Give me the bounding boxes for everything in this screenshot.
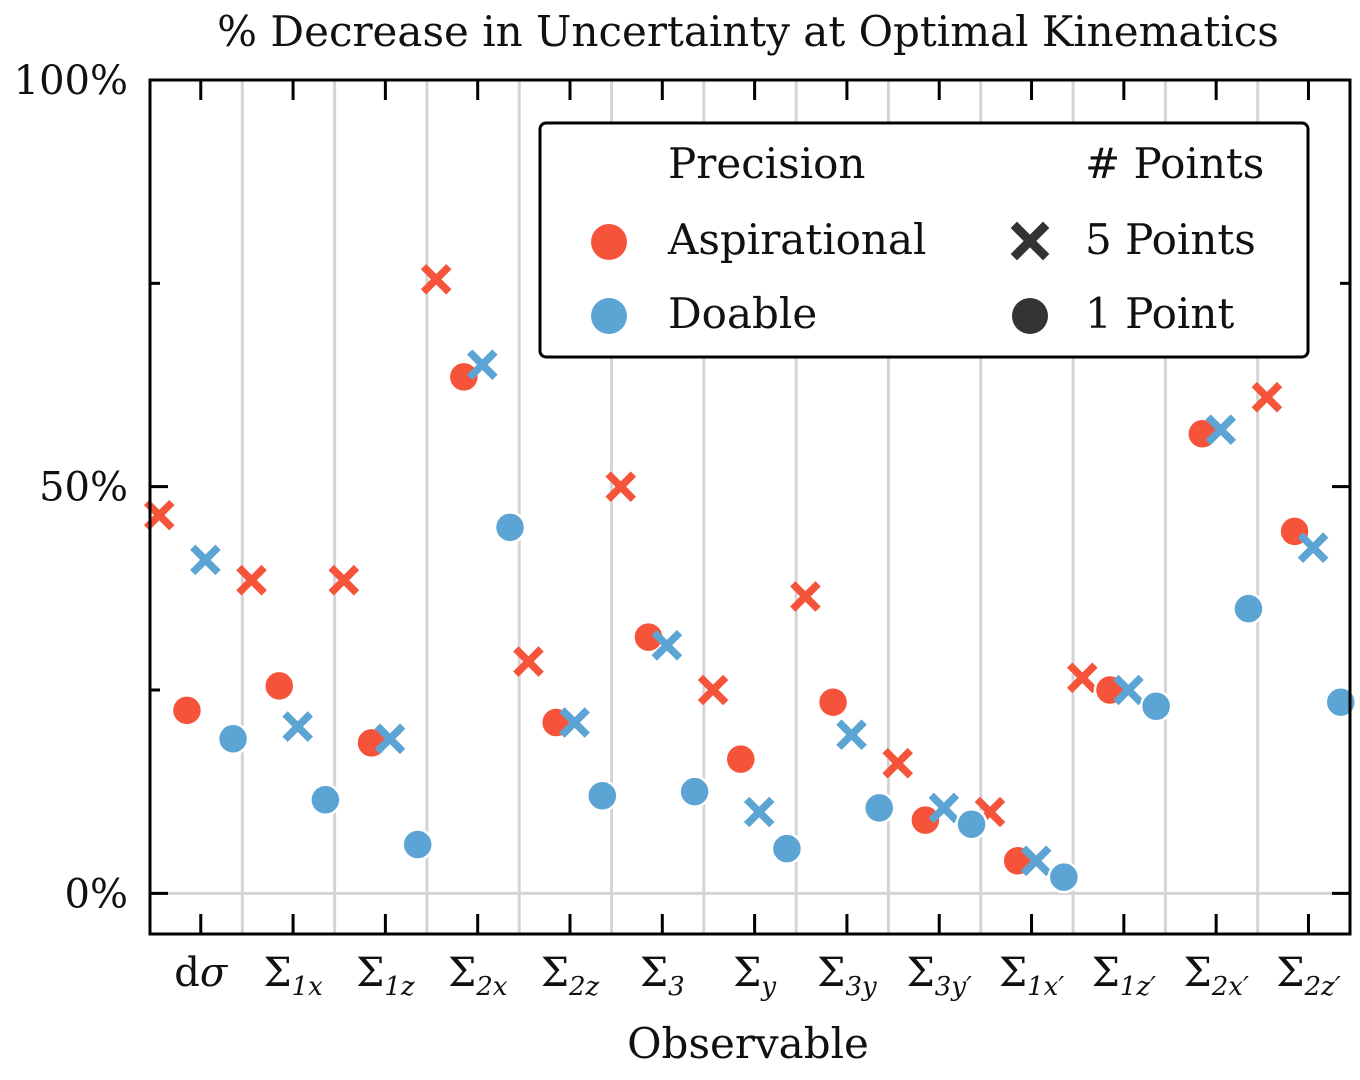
- aspirational-5-points-point: [882, 747, 913, 779]
- x-tick-label: Σ1x′: [999, 950, 1064, 1002]
- aspirational-5-points-point: [143, 499, 175, 531]
- doable-1-point-point: [1139, 690, 1173, 723]
- x-axis-label: Observable: [627, 1019, 869, 1068]
- aspirational-5-points-point: [236, 564, 267, 596]
- doable-1-point-point: [216, 722, 250, 756]
- y-tick-label: 100%: [14, 58, 128, 104]
- x-tick-label: Σ1z: [356, 950, 415, 1002]
- doable-1-point-point: [770, 832, 804, 865]
- aspirational-5-points-point: [1251, 381, 1283, 413]
- y-tick-label: 50%: [39, 465, 128, 511]
- doable-1-point-point: [1047, 860, 1081, 894]
- aspirational-1-point-point: [816, 685, 850, 719]
- aspirational-5-points-point: [420, 263, 452, 295]
- doable-1-point-point: [493, 511, 527, 544]
- x-tick-label: Σ2x: [448, 950, 508, 1002]
- aspirational-1-point-point: [447, 360, 481, 394]
- x-tick-label: Σ1x: [263, 950, 323, 1002]
- aspirational-5-points-point: [328, 564, 360, 596]
- doable-5-points-point: [374, 723, 406, 755]
- legend-doable-label: Doable: [668, 289, 817, 338]
- doable-5-points-point: [743, 796, 775, 828]
- legend-box: [538, 121, 1310, 359]
- x-tick-label: dσ: [174, 950, 229, 996]
- doable-5-points-point: [282, 711, 313, 742]
- doable-5-points-point: [559, 707, 590, 738]
- doable-1-point-point: [862, 791, 896, 825]
- x-tick-label: Σ3y′: [907, 950, 973, 1002]
- doable-5-points-point: [928, 792, 960, 824]
- chart-title: % Decrease in Uncertainty at Optimal Kin…: [217, 7, 1279, 56]
- data-points: [143, 263, 1358, 894]
- doable-5-points-point: [1297, 532, 1329, 563]
- aspirational-5-points-point: [790, 581, 821, 612]
- doable-5-points-point: [1020, 845, 1052, 877]
- doable-1-point-point: [955, 807, 988, 841]
- x-tick-label: Σ3y: [817, 950, 877, 1002]
- x-tick-label: Σ3: [640, 950, 685, 1002]
- aspirational-1-point-point: [170, 694, 204, 727]
- legend-points-title: # Points: [1085, 139, 1264, 188]
- legend: Precision # Points Aspirational Doable 5…: [538, 121, 1310, 359]
- doable-5-points-point: [651, 629, 683, 661]
- doable-1-point-point: [1232, 592, 1265, 625]
- aspirational-1-point-point: [262, 669, 296, 703]
- doable-5-points-point: [836, 719, 867, 751]
- aspirational-1-point-point: [909, 803, 942, 837]
- legend-aspirational-marker: [591, 224, 627, 260]
- doable-1-point-point: [401, 828, 434, 861]
- x-axis: dσ Σ1x Σ1z Σ2x Σ2z Σ3 Σy Σ3y Σ3y′ Σ1x′ Σ1z′ Σ2x′ Σ2z…: [174, 80, 1341, 1002]
- legend-1-point-marker: [1012, 298, 1048, 334]
- legend-1-point-label: 1 Point: [1085, 289, 1234, 338]
- y-axis: 0% 50% 100%: [14, 58, 1350, 917]
- aspirational-1-point-point: [724, 742, 758, 776]
- x-tick-label: Σ1z′: [1092, 950, 1157, 1002]
- legend-5-points-label: 5 Points: [1085, 215, 1256, 264]
- x-tick-label: Σy: [733, 950, 776, 1002]
- doable-1-point-point: [1324, 685, 1358, 719]
- legend-precision-title: Precision: [668, 139, 865, 188]
- x-tick-label: Σ2z: [541, 950, 600, 1002]
- doable-1-point-point: [309, 783, 342, 817]
- doable-5-points-point: [190, 544, 221, 576]
- aspirational-5-points-point: [605, 471, 637, 502]
- aspirational-5-points-point: [697, 674, 729, 706]
- doable-1-point-point: [678, 775, 711, 808]
- y-tick-label: 0%: [65, 871, 128, 917]
- doable-5-points-point: [1113, 674, 1144, 706]
- doable-5-points-point: [467, 349, 498, 380]
- doable-5-points-point: [1205, 414, 1237, 446]
- plot-frame: [148, 78, 1352, 936]
- legend-doable-marker: [591, 298, 627, 334]
- legend-aspirational-label: Aspirational: [667, 215, 926, 264]
- x-tick-label: Σ2x′: [1183, 950, 1248, 1002]
- aspirational-5-points-point: [1067, 662, 1098, 694]
- x-tick-label: Σ2z′: [1276, 950, 1341, 1002]
- legend-5-points-marker: [1010, 221, 1050, 261]
- doable-1-point-point: [586, 779, 619, 812]
- aspirational-5-points-point: [513, 646, 544, 677]
